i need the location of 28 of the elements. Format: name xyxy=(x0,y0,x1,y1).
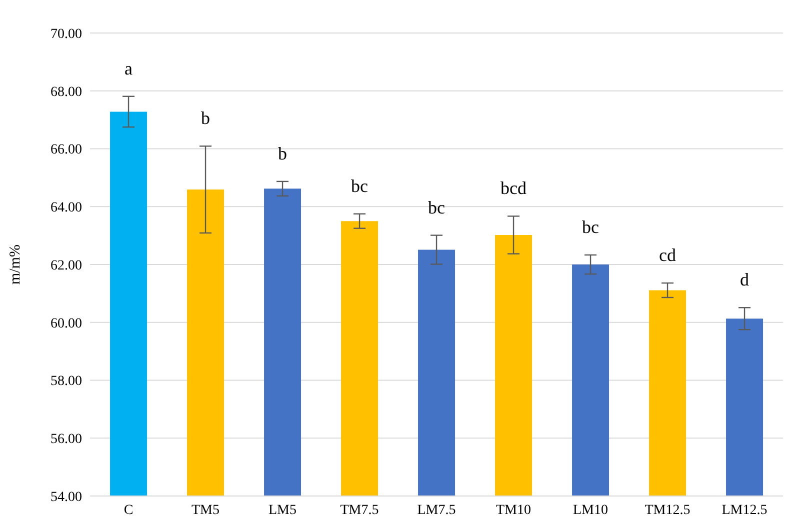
x-tick-label: TM10 xyxy=(496,502,531,518)
annotation: a xyxy=(124,58,132,78)
x-tick-label: LM5 xyxy=(268,502,296,518)
y-tick-label: 66.00 xyxy=(50,142,82,158)
annotation: d xyxy=(740,270,749,290)
y-tick-label: 68.00 xyxy=(50,84,82,100)
x-tick-label: C xyxy=(124,502,134,518)
y-tick-label: 62.00 xyxy=(50,258,82,274)
y-tick-label: 58.00 xyxy=(50,374,82,390)
annotation: bcd xyxy=(500,178,526,198)
y-tick-label: 64.00 xyxy=(50,200,82,216)
annotation: b xyxy=(201,108,210,128)
x-tick-label: TM5 xyxy=(192,502,220,518)
annotation: bc xyxy=(428,197,445,218)
y-tick-label: 54.00 xyxy=(50,490,82,505)
annotation: bc xyxy=(351,176,368,196)
y-axis-title: m/m% xyxy=(7,244,24,284)
x-tick-label: LM12.5 xyxy=(722,502,768,518)
x-tick-label: LM7.5 xyxy=(417,502,456,518)
x-tick-label: TM7.5 xyxy=(340,502,379,518)
annotation: b xyxy=(278,143,287,164)
x-tick-label: LM10 xyxy=(573,502,608,518)
y-tick-label: 60.00 xyxy=(50,316,82,332)
y-tick-label: 70.00 xyxy=(50,26,82,42)
x-tick-label: TM12.5 xyxy=(644,502,690,518)
y-tick-label: 56.00 xyxy=(50,432,82,448)
annotation: cd xyxy=(659,245,676,266)
annotation: bc xyxy=(582,216,599,237)
